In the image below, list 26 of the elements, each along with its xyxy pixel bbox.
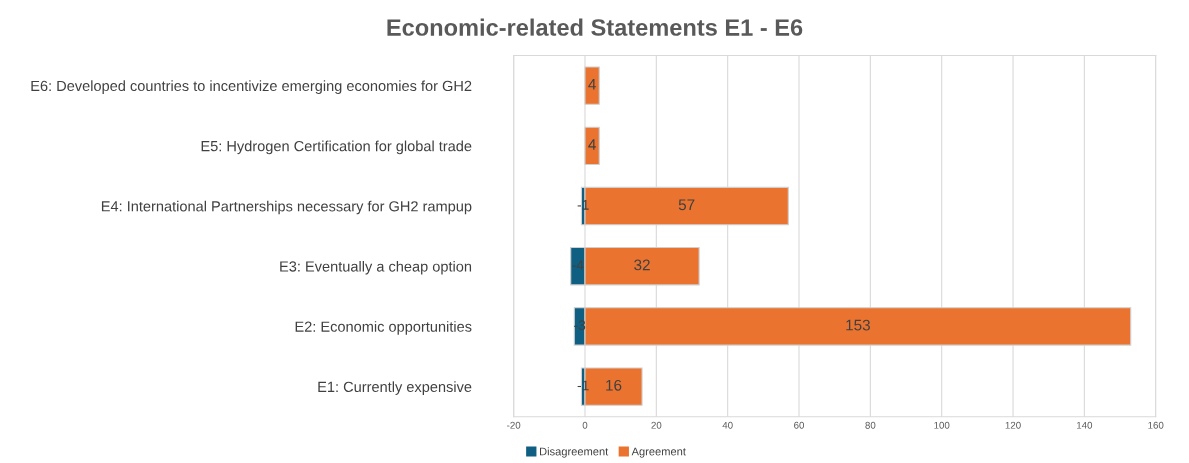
data-label: 32 <box>634 259 650 271</box>
x-tick-label: -20 <box>507 421 521 429</box>
y-tick-label: E4: International Partnerships necessary for GH2 rampup <box>101 200 472 215</box>
x-tick-label: 0 <box>582 421 588 429</box>
y-tick-label: E1: Currently expensive <box>318 381 472 395</box>
x-tick-label: 120 <box>1005 421 1021 429</box>
x-tick-label: 160 <box>1148 421 1164 429</box>
x-tick-label: 80 <box>865 421 876 429</box>
legend-label: Disagreement <box>539 447 609 458</box>
y-tick-label: E5: Hydrogen Certification for global trade <box>201 140 472 155</box>
data-label: -4 <box>572 260 584 270</box>
y-tick-label: E6: Developed countries to incentivize emerging economies for GH2 <box>31 80 472 94</box>
x-tick-label: 100 <box>934 421 950 429</box>
x-tick-label: 60 <box>794 421 805 429</box>
x-tick-label: 20 <box>651 421 662 429</box>
x-tick-label: 40 <box>722 421 733 429</box>
data-label: 16 <box>606 379 622 391</box>
y-tick-label: E3: Eventually a cheap option <box>280 260 472 275</box>
x-tick-label: 140 <box>1077 421 1093 429</box>
data-label: 4 <box>588 79 596 90</box>
data-label: 57 <box>678 199 695 211</box>
data-label: 4 <box>588 139 596 150</box>
y-tick-label: E2: Economic opportunities <box>295 321 472 335</box>
chart-title: Economic-related Statements E1 - E6 <box>387 18 803 36</box>
data-label: 153 <box>846 319 870 331</box>
legend-label: Agreement <box>631 447 686 458</box>
